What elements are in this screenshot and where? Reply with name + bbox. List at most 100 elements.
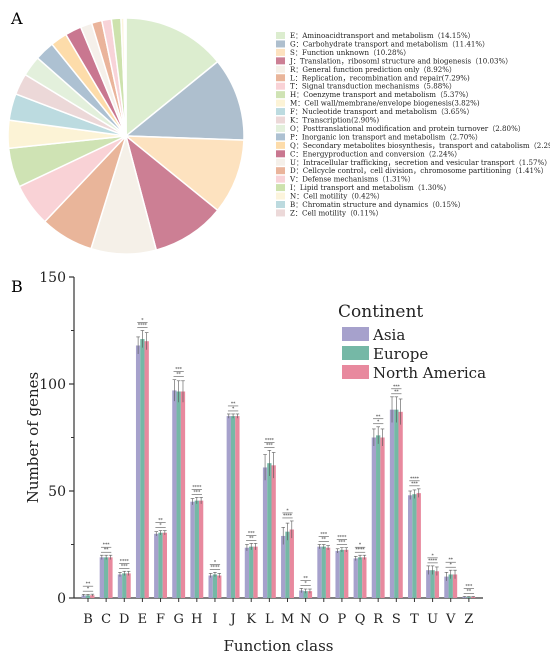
significance-label: ** [104,547,109,553]
bar-asia-j [226,416,231,598]
bar-asia-h [190,501,195,598]
bar-europe-l [267,463,272,598]
x-tick-label-s: S [392,612,401,627]
pie-legend-swatch-k [276,116,285,124]
pie-legend-swatch-m [276,99,285,107]
bar-asia-t [408,495,413,598]
bar-europe-m [285,531,290,598]
bar-legend-label-asia: Asia [372,326,405,344]
x-tick-label-m: M [281,612,294,627]
pie-legend-swatch-c [276,150,285,158]
x-tick-label-t: T [410,612,419,627]
significance-label: * [450,562,453,568]
bar-europe-v [448,574,453,598]
significance-label: **** [138,323,148,329]
bar-asia-g [172,390,177,598]
significance-label: **** [265,437,275,443]
pie-legend-label-r: R：General function prediction only（8.92%… [290,65,456,74]
bar-europe-f [158,532,163,598]
significance-label: * [214,559,217,565]
pie-legend: E：Aminoacidtransport and metabolism（14.1… [276,31,550,217]
bar-north-america-u [434,571,440,598]
bar-legend-label-north-america: North America [373,364,486,382]
x-tick-label-q: Q [355,612,366,627]
bar-asia-p [335,550,340,598]
bar-north-america-i [217,575,222,598]
pie-legend-label-q: Q：Secondary metabolites biosynthesis，tra… [290,141,550,150]
bar-north-america-l [271,465,276,598]
bar-north-america-d [126,573,131,598]
pie-legend-label-s: S：Function unknown（10.28%） [290,48,410,57]
bar-north-america-s [398,411,403,598]
bar-north-america-z [471,596,476,598]
bar-europe-p [339,549,345,598]
x-tick-label-z: Z [464,612,473,627]
significance-label: * [305,580,308,586]
significance-label: ** [249,535,254,541]
pie-legend-label-z: Z：Cell motility（0.11%） [290,208,383,217]
pie-legend-swatch-i [276,184,285,192]
bar-asia-i [208,575,213,598]
significance-label: *** [339,540,347,546]
pie-legend-swatch-f [276,108,285,116]
bar-north-america-c [108,557,113,598]
bar-asia-k [244,547,250,598]
x-tick-label-r: R [373,612,384,627]
significance-label: *** [393,384,401,390]
x-tick-label-i: I [212,612,217,627]
bar-asia-q [353,558,358,598]
significance-label: ** [176,372,181,378]
significance-label: **** [192,484,202,490]
bar-north-america-f [162,532,167,598]
pie-legend-swatch-l [276,74,285,82]
significance-label: *** [248,530,256,536]
bar-europe-c [103,557,109,598]
bar-north-america-e [144,341,149,598]
bar-europe-k [249,546,254,598]
x-tick-label-n: N [300,612,311,627]
pie-slice-g [123,60,245,141]
bar-north-america-n [307,591,313,598]
bar-asia-m [281,535,286,598]
bar-asia-d [117,574,123,598]
bar-north-america-b [90,595,95,598]
x-tick-label-g: G [173,612,183,627]
pie-legend-swatch-s [276,48,285,56]
pie-legend-label-o: O：Posttranslational modification and pro… [290,124,525,133]
bar-asia-r [371,437,377,598]
x-tick-label-j: J [228,612,235,627]
y-tick-label: 0 [57,591,66,607]
pie-legend-swatch-t [276,82,285,90]
bar-europe-d [122,573,127,598]
x-tick-label-f: F [156,612,165,627]
significance-label: * [141,318,144,324]
bar-europe-e [140,339,145,598]
pie-legend-swatch-h [276,91,285,99]
x-tick-label-h: H [191,612,202,627]
y-tick-label: 100 [39,377,66,393]
pie-legend-swatch-q [276,141,285,149]
x-tick-label-e: E [138,612,148,627]
significance-label: *** [465,584,473,590]
pie-legend-label-i: I：Lipid transport and metabolism（1.30%） [290,183,451,192]
significance-label: *** [103,542,111,548]
bar-asia-z [462,596,467,598]
significance-label: ** [303,575,308,581]
significance-label: ** [448,557,453,563]
significance-label: * [87,586,90,592]
significance-label: **** [356,547,366,553]
y-tick-label: 50 [48,484,66,500]
pie-legend-label-c: C：Energyproduction and conversion（2.24%） [290,149,461,158]
bar-europe-z [466,596,472,598]
pie-legend-label-b: B：Chromatin structure and dynamics（0.15%… [290,200,465,209]
significance-label: ** [376,414,381,420]
bar-europe-q [357,557,363,598]
significance-label: * [232,406,235,412]
pie-legend-swatch-o [276,124,285,132]
panel-label-b: B [11,277,23,296]
significance-label: *** [411,481,419,487]
